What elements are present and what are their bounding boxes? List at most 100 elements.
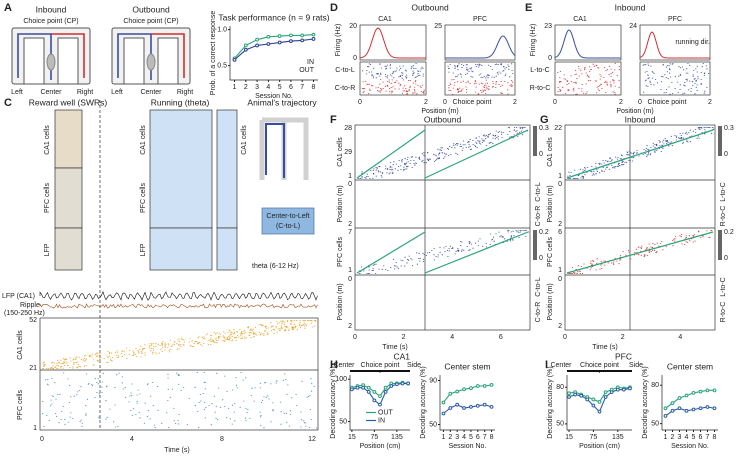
label: R-to-C xyxy=(720,302,727,323)
label: 1 xyxy=(348,267,352,274)
point xyxy=(243,43,248,48)
axis xyxy=(661,375,718,431)
chart-title: PFC xyxy=(615,351,632,361)
label: R-to-C xyxy=(720,206,727,227)
point xyxy=(705,388,710,393)
label: Position (m) xyxy=(616,108,653,115)
x-tick-label: 5 xyxy=(469,434,473,441)
label: R-to-C xyxy=(530,85,551,92)
raster-texture xyxy=(42,372,318,429)
label: L-to-C xyxy=(530,67,549,74)
label: 52 xyxy=(29,317,37,324)
label: 0 xyxy=(348,181,352,188)
x-tick-label: 4 xyxy=(266,84,270,91)
point xyxy=(289,39,293,44)
label: 0 xyxy=(553,99,557,106)
decoded-trajectory xyxy=(356,231,426,274)
point xyxy=(475,384,480,388)
x-tick-label: 8 xyxy=(713,434,717,441)
point xyxy=(591,403,596,408)
x-tick-label: 7 xyxy=(300,84,304,91)
x-tick-label: 7 xyxy=(483,434,487,441)
legend-label: OUT xyxy=(299,67,315,74)
x-tick-label: 3 xyxy=(678,434,682,441)
annotation: Center xyxy=(550,362,572,369)
point xyxy=(691,407,696,412)
label: CA1 cells xyxy=(140,125,147,155)
x-tick-label: 1 xyxy=(664,434,668,441)
point xyxy=(489,405,494,409)
point xyxy=(670,401,675,406)
label: C-to-L xyxy=(535,182,542,202)
point xyxy=(573,392,578,397)
label: PFC cells xyxy=(140,183,147,213)
label: PFC cells xyxy=(44,183,51,213)
label: 0 xyxy=(638,99,642,106)
label: A xyxy=(4,2,12,14)
point xyxy=(383,390,388,394)
point xyxy=(311,32,316,37)
point xyxy=(482,402,487,407)
label: Left xyxy=(11,89,23,96)
label: 0 xyxy=(348,276,352,283)
label: 0 xyxy=(358,99,362,106)
chart-title: Center stem xyxy=(444,361,490,371)
point xyxy=(349,387,354,392)
point xyxy=(705,405,710,409)
label: C-to-L xyxy=(335,67,355,74)
label: Choice point (CP) xyxy=(123,18,178,25)
axis xyxy=(566,375,632,431)
colorbar xyxy=(718,230,722,260)
raster-texture xyxy=(447,63,514,79)
point xyxy=(406,381,411,386)
label: 7 xyxy=(348,229,352,236)
y-axis-label: Decoding accuracy (%) xyxy=(642,366,649,438)
decoded-trajectory xyxy=(424,129,529,179)
point xyxy=(462,387,466,392)
point xyxy=(567,395,571,399)
point xyxy=(366,390,371,394)
axis xyxy=(229,26,318,81)
label: Right xyxy=(177,89,193,96)
label: 4 xyxy=(678,334,682,341)
point xyxy=(712,406,717,411)
label: 0.2 xyxy=(724,229,734,236)
label: Choice point xyxy=(648,99,687,106)
label: Ripple xyxy=(20,302,40,309)
x-tick-label: 75 xyxy=(590,434,598,441)
x-tick-label: 4 xyxy=(685,434,689,441)
x-axis-label: Session No. xyxy=(449,443,487,450)
label: Time (s) xyxy=(382,344,407,351)
label: Center xyxy=(40,89,62,96)
x-tick-label: 8 xyxy=(312,84,316,91)
annotation: Center xyxy=(333,362,355,369)
y-axis-label: Decoding accuracy (%) xyxy=(330,366,337,438)
label: (150-250 Hz) xyxy=(4,310,45,317)
label: PFC cells xyxy=(17,390,24,420)
x-tick-label: 2 xyxy=(448,434,452,441)
raster-texture xyxy=(642,63,710,95)
point xyxy=(455,402,460,407)
point xyxy=(691,391,696,395)
y-tick-label: 0.5 xyxy=(217,62,227,69)
point xyxy=(255,37,259,42)
point xyxy=(300,33,305,38)
label: Outbound xyxy=(411,2,449,12)
label: 29 xyxy=(344,149,352,156)
label: 0 xyxy=(353,55,357,62)
y-tick-label: 80 xyxy=(651,382,659,389)
label: CA1 cells xyxy=(547,137,554,167)
point xyxy=(677,396,682,400)
x-tick-label: 2 xyxy=(671,434,675,441)
point xyxy=(597,409,602,414)
point xyxy=(243,47,248,52)
y-tick-label: 50 xyxy=(429,421,437,428)
point xyxy=(591,397,596,402)
label: PFC xyxy=(473,16,487,23)
label: 1 xyxy=(558,173,562,180)
firing-trace xyxy=(445,35,516,59)
y-tick-label: 50 xyxy=(556,421,564,428)
y-axis-label: Decoding accuracy (%) xyxy=(420,366,427,438)
raster-texture xyxy=(362,79,425,95)
decoded-trajectory xyxy=(356,129,426,179)
